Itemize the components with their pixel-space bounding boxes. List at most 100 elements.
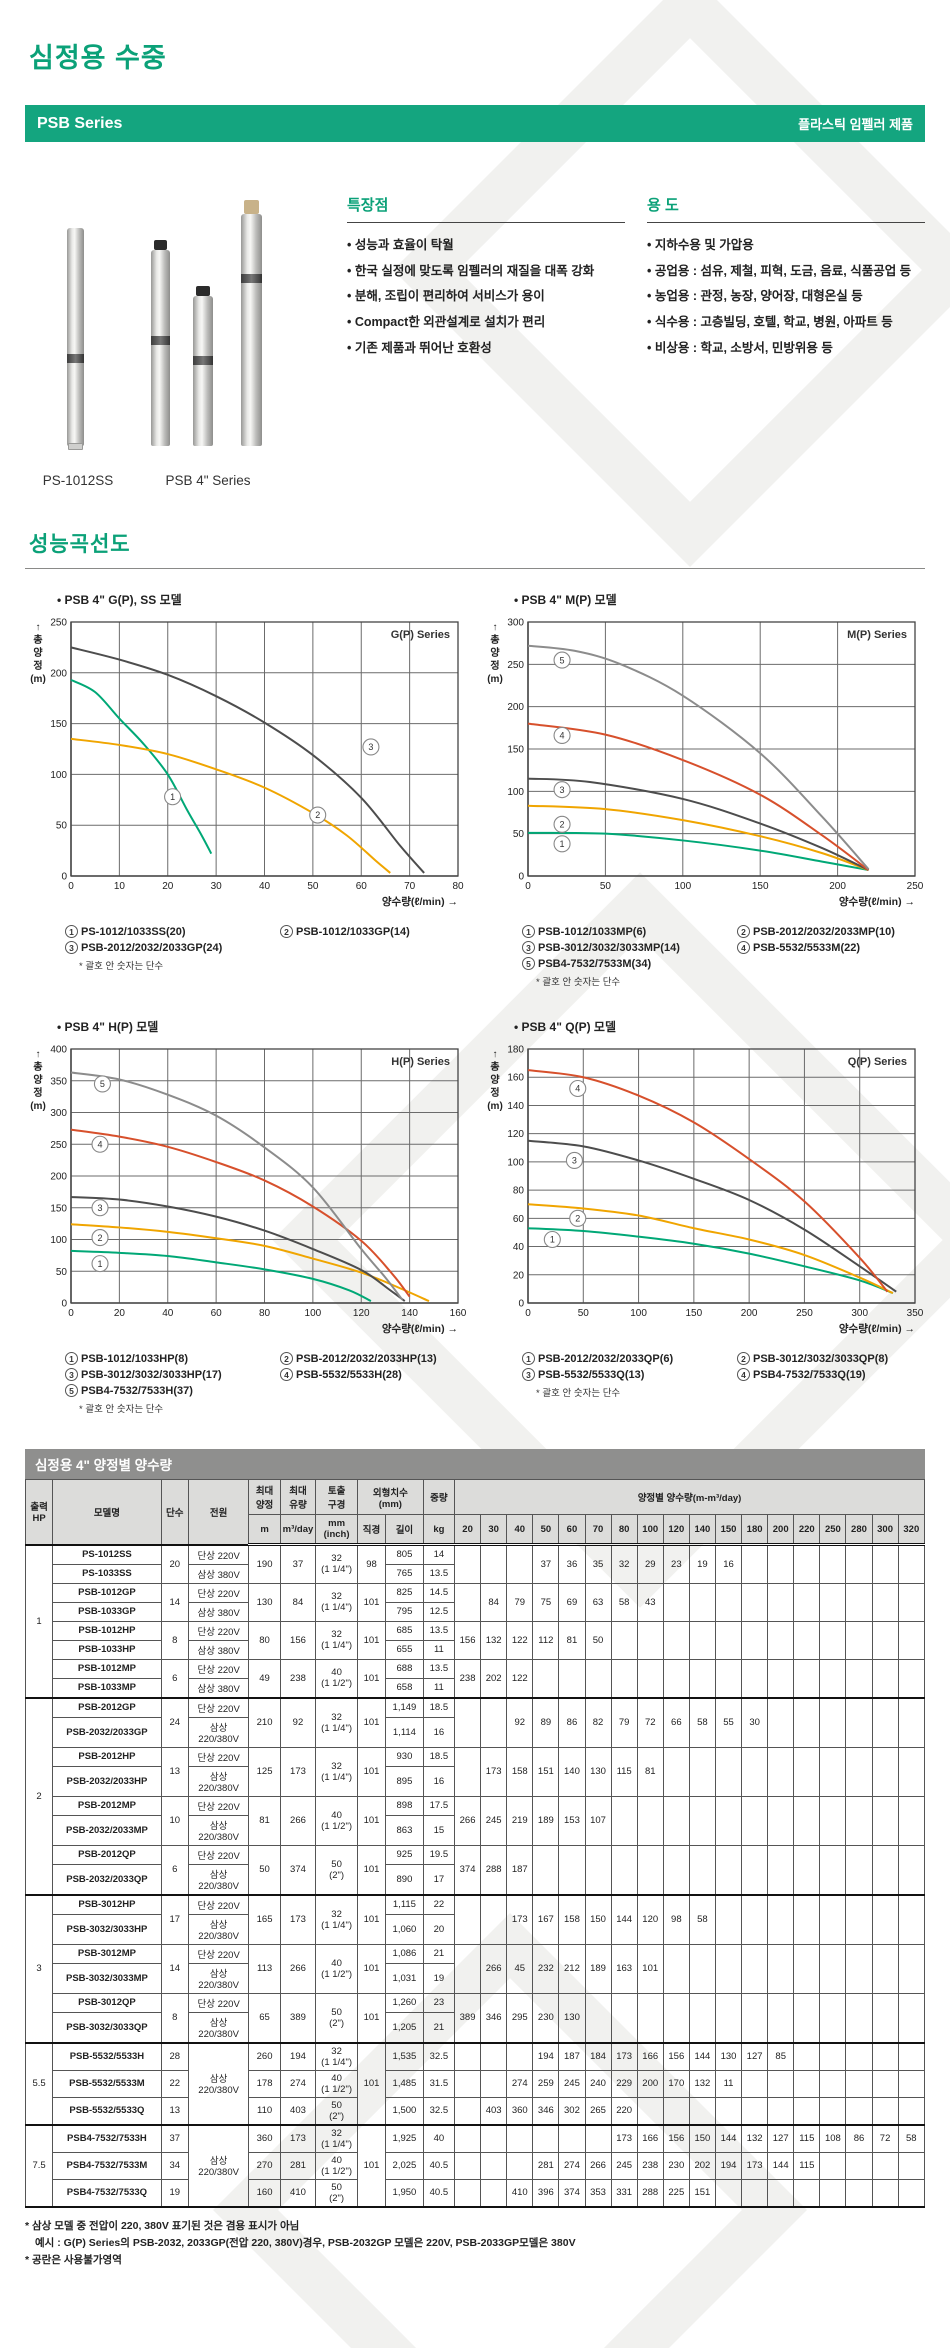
svg-text:40: 40 bbox=[162, 1308, 174, 1319]
model-cell: PSB-1012GP bbox=[52, 1582, 162, 1603]
flow-value-cell bbox=[688, 2096, 716, 2125]
table-row: PSB-2032/2033QP 삼상 220/380V 890 17 bbox=[26, 1863, 925, 1895]
flow-value-cell bbox=[793, 1746, 821, 1797]
flow-value-cell bbox=[871, 2069, 899, 2098]
legend-number-icon: 1 bbox=[522, 925, 535, 938]
svg-text:50: 50 bbox=[56, 821, 68, 832]
legend-number-icon: 1 bbox=[65, 1352, 78, 1365]
power-cell: 단상 220V bbox=[187, 1620, 250, 1641]
power-cell: 삼상 220/380V bbox=[187, 2123, 250, 2207]
flow-value-cell: 37 bbox=[532, 1543, 560, 1584]
flow-value-cell bbox=[793, 1943, 821, 1994]
svg-text:350: 350 bbox=[907, 1308, 924, 1319]
svg-text:60: 60 bbox=[211, 1308, 223, 1319]
table-row: PSB-1033GP 삼상 380V 795 12.5 bbox=[26, 1601, 925, 1622]
flow-value-cell: 63 bbox=[584, 1582, 612, 1622]
svg-text:250: 250 bbox=[50, 618, 67, 629]
legend-item: 1 PSB-2012/2032/2033QP(6) bbox=[522, 1352, 737, 1365]
table-row: PSB-2032/2033MP 삼상 220/380V 863 15 bbox=[26, 1814, 925, 1846]
weight-cell: 17 bbox=[422, 1863, 456, 1895]
flow-value-cell bbox=[793, 1696, 821, 1748]
svg-text:0: 0 bbox=[61, 872, 67, 883]
flow-value-cell bbox=[688, 1658, 716, 1698]
weight-cell: 31.5 bbox=[422, 2069, 456, 2098]
flow-value-cell bbox=[610, 1844, 638, 1895]
flow-value-cell: 184 bbox=[584, 2041, 612, 2071]
flow-value-cell bbox=[454, 2096, 482, 2125]
flow-value-cell bbox=[767, 1543, 795, 1584]
flow-value-cell: 84 bbox=[480, 1582, 508, 1622]
flow-value-cell bbox=[767, 1696, 795, 1748]
svg-text:0: 0 bbox=[61, 1299, 67, 1310]
discharge-cell: 40 (1 1/2") bbox=[315, 1658, 358, 1698]
flow-value-cell bbox=[767, 2069, 795, 2098]
flow-value-cell: 151 bbox=[532, 1746, 560, 1797]
application-item: 공업용 : 섬유, 제철, 피혁, 도금, 음료, 식품공업 등 bbox=[647, 259, 925, 285]
discharge-cell: 40 (1 1/2") bbox=[315, 1795, 358, 1846]
flow-value-cell bbox=[767, 1992, 795, 2043]
svg-text:200: 200 bbox=[741, 1308, 758, 1319]
discharge-cell: 40 (1 1/2") bbox=[315, 2069, 358, 2098]
chart-title: • PSB 4" Q(P) 모델 bbox=[514, 1020, 616, 1034]
intro-section: PS-1012SS PSB 4" Series 특장점 성능과 효율이 탁월한국… bbox=[25, 164, 925, 494]
length-cell: 1,500 bbox=[385, 2096, 424, 2125]
flow-value-cell bbox=[714, 1746, 743, 1797]
svg-text:0: 0 bbox=[525, 1308, 531, 1319]
flow-value-cell bbox=[793, 2096, 821, 2125]
flow-value-cell: 130 bbox=[558, 1992, 586, 2043]
svg-text:80: 80 bbox=[513, 1186, 525, 1197]
flow-value-cell: 132 bbox=[741, 2123, 769, 2153]
section-divider bbox=[25, 568, 925, 569]
stages-cell: 10 bbox=[160, 1795, 189, 1846]
length-cell: 688 bbox=[385, 1658, 424, 1679]
length-cell: 898 bbox=[385, 1795, 424, 1816]
power-cell: 삼상 220/380V bbox=[187, 1814, 250, 1846]
pump-image-psb4-2 bbox=[193, 286, 213, 446]
features-list: 성능과 효율이 탁월한국 실정에 맞도록 임펠러의 재질을 대폭 강화분해, 조… bbox=[347, 233, 625, 361]
flow-value-cell bbox=[819, 1543, 847, 1584]
flow-value-cell bbox=[741, 2096, 769, 2125]
svg-text:70: 70 bbox=[404, 881, 416, 892]
model-cell: PSB-3012HP bbox=[52, 1893, 162, 1915]
flow-value-cell bbox=[845, 1844, 873, 1895]
dia-cell: 101 bbox=[356, 1582, 387, 1622]
flow-value-cell bbox=[506, 1543, 534, 1584]
chart-legend: 1 PSB-2012/2032/2033QP(6) 2 PSB-3012/3032/3… bbox=[522, 1352, 925, 1381]
feature-item: Compact한 외관설계로 설치가 편리 bbox=[347, 310, 625, 336]
svg-text:100: 100 bbox=[507, 787, 524, 798]
power-cell: 단상 220V bbox=[187, 1746, 250, 1767]
flow-value-cell bbox=[741, 2178, 769, 2207]
model-cell: PSB-5532/5533H bbox=[52, 2041, 162, 2071]
spec-table-container: 출력 HP 모델명 단수 전원 최대 양정 최대 유량 토출 구경 외형치수 (mm) 중량 양정… bbox=[24, 1479, 926, 2208]
feature-item: 분해, 조립이 편리하여 서비스가 용이 bbox=[347, 284, 625, 310]
flow-value-cell: 58 bbox=[688, 1696, 716, 1748]
flow-value-cell bbox=[845, 2178, 873, 2207]
application-item: 농업용 : 관정, 농장, 양어장, 대형온실 등 bbox=[647, 284, 925, 310]
svg-text:250: 250 bbox=[907, 881, 924, 892]
model-cell: PS-1033SS bbox=[52, 1563, 162, 1584]
header-cell: 전원 bbox=[187, 1479, 250, 1545]
flow-value-cell bbox=[897, 2069, 926, 2098]
length-cell: 895 bbox=[385, 1765, 424, 1797]
header-cell: 20 bbox=[454, 1514, 482, 1546]
weight-cell: 19 bbox=[422, 1962, 456, 1994]
stages-cell: 19 bbox=[160, 2178, 189, 2207]
stages-cell: 6 bbox=[160, 1658, 189, 1698]
flow-value-cell bbox=[845, 1582, 873, 1622]
flow-value-cell: 55 bbox=[714, 1696, 743, 1748]
header-cell: 40 bbox=[506, 1514, 534, 1546]
flow-value-cell bbox=[819, 1795, 847, 1846]
flow-value-cell bbox=[636, 1620, 664, 1660]
flow-value-cell bbox=[714, 1943, 743, 1994]
flow-value-cell bbox=[845, 1893, 873, 1945]
flow-value-cell: 173 bbox=[741, 2151, 769, 2180]
flow-value-cell: 346 bbox=[480, 1992, 508, 2043]
flow-value-cell bbox=[767, 1795, 795, 1846]
flow-value-cell: 229 bbox=[610, 2069, 638, 2098]
flow-value-cell bbox=[454, 1746, 482, 1797]
application-item: 지하수용 및 가압용 bbox=[647, 233, 925, 259]
svg-text:정: 정 bbox=[490, 1086, 499, 1099]
discharge-cell: 32 (1 1/4") bbox=[315, 1746, 358, 1797]
svg-text:↑: ↑ bbox=[36, 1049, 41, 1060]
performance-chart-block-mpseries: • PSB 4" M(P) 모델 0 50 100 150 200 250 0 50 100 150… bbox=[482, 591, 925, 988]
